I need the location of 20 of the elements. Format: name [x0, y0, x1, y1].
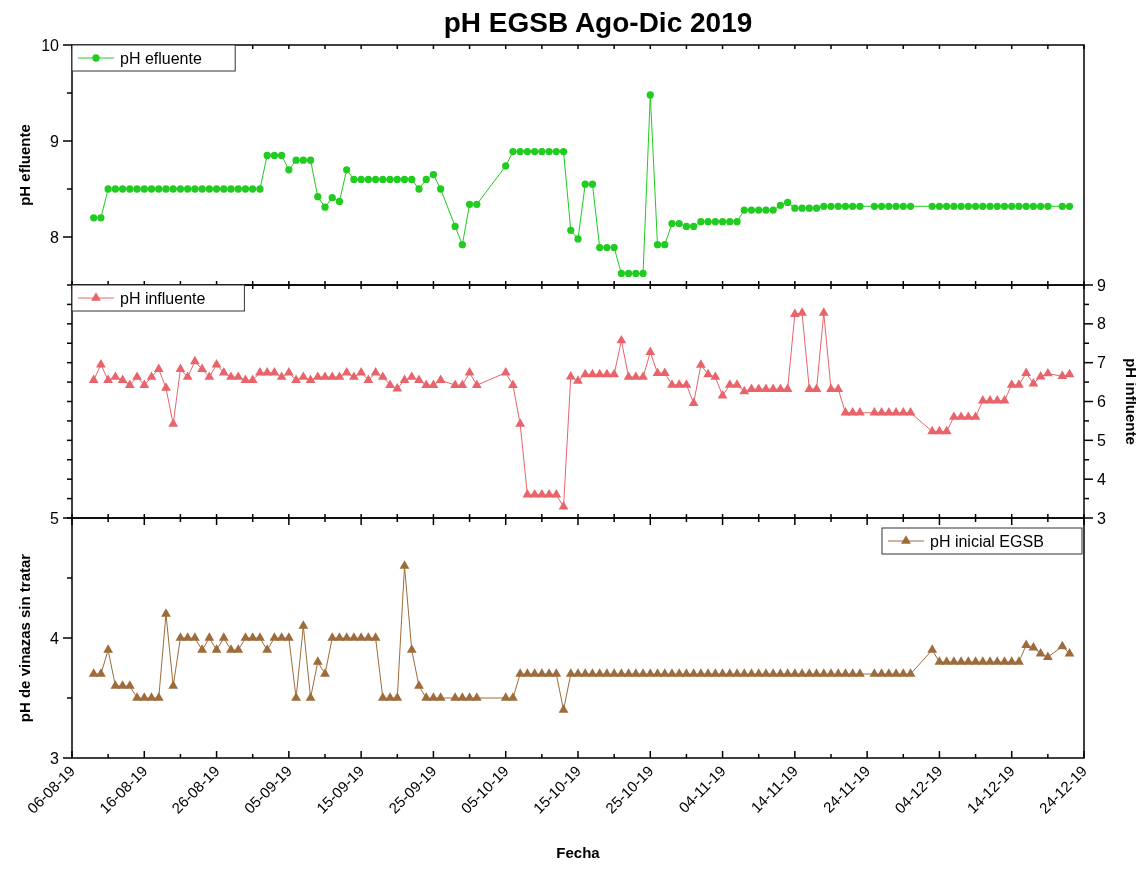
chart-title: pH EGSB Ago-Dic 2019 [443, 7, 753, 38]
y-tick-label: 8 [1097, 315, 1106, 333]
x-axis-title: Fecha [556, 844, 601, 861]
legend-label: pH efluente [120, 49, 202, 67]
y-tick-label: 10 [41, 36, 60, 54]
y-tick-label: 5 [50, 509, 60, 527]
y-tick-label: 9 [50, 132, 60, 150]
y-tick-label: 4 [50, 629, 60, 647]
y-tick-label: 7 [1097, 354, 1106, 372]
y-tick-label: 3 [50, 749, 60, 767]
y-tick-label: 5 [1097, 431, 1106, 449]
y-axis-title: pH efluente [16, 124, 33, 206]
y-tick-label: 8 [50, 228, 60, 246]
legend-label: pH inicial EGSB [930, 532, 1044, 550]
legend-label: pH influente [120, 289, 206, 307]
y-tick-label: 4 [1097, 470, 1106, 488]
y-tick-label: 6 [1097, 393, 1106, 411]
y-axis-title: pH de vinazas sin tratar [16, 553, 33, 723]
y-tick-label: 3 [1097, 509, 1106, 527]
y-tick-label: 9 [1097, 276, 1106, 294]
